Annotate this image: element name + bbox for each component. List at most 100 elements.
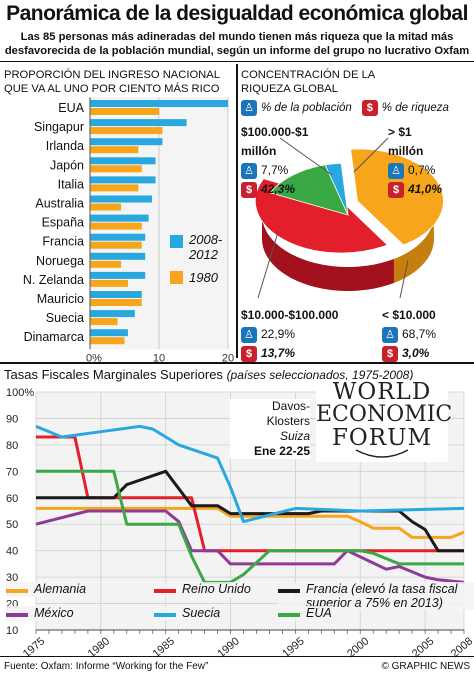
event-country: Suiza [279, 429, 310, 443]
wef-logo: WORLD ECONOMIC FORUM [316, 380, 453, 462]
line-legend-swatch [6, 613, 28, 617]
bar-1980 [90, 146, 139, 154]
pie-leader-line [257, 231, 279, 299]
bar-category-label: EUA [58, 101, 84, 115]
bar-1980 [90, 260, 122, 268]
line-legend-item: EUA [278, 606, 332, 621]
bar-2008-2012 [90, 119, 187, 127]
pie-group-population: 68,7% [402, 327, 437, 341]
pie-chart-heading: CONCENTRACIÓN DE LA RIQUEZA GLOBAL [241, 68, 471, 96]
bar-1980 [90, 222, 142, 230]
line-y-tick-label: 100% [6, 387, 34, 399]
line-chart-heading: Tasas Fiscales Marginales Superiores (pa… [4, 367, 413, 382]
pie-heading-line-2: RIQUEZA GLOBAL [241, 83, 338, 95]
line-legend-label: México [34, 606, 74, 620]
line-legend-item: Alemania [6, 582, 87, 597]
bar-chart: EUA Singapur Irlanda Japón Italia Australia Es… [23, 97, 234, 364]
person-icon: ♙ [388, 162, 404, 179]
bar-category-label: N. Zelanda [23, 273, 84, 287]
bar-category-label: España [42, 216, 84, 230]
bar-2008-2012 [90, 195, 153, 203]
bar-1980 [90, 127, 163, 135]
bar-2008-2012 [90, 310, 135, 318]
bar-2008-2012 [90, 176, 156, 184]
dollar-icon: $ [382, 345, 398, 362]
pie-slice [324, 162, 349, 216]
line-y-tick-label: 70 [6, 466, 18, 478]
dollar-icon: $ [388, 181, 404, 198]
bar-category-label: Australia [35, 197, 84, 211]
line-legend-swatch [154, 613, 176, 617]
footer-divider [0, 656, 474, 657]
line-legend-item: Reino Unido [154, 582, 251, 597]
pie-group-population: 7,7% [261, 163, 289, 177]
line-legend-item: México [6, 606, 74, 621]
bar-2008-2012 [90, 100, 228, 107]
bar-category-label: Noruega [36, 254, 84, 268]
line-legend-label: EUA [306, 606, 332, 620]
wef-logo-arc [355, 449, 409, 458]
bar-category-label: Singapur [34, 120, 84, 134]
line-legend-swatch [154, 589, 176, 593]
legend-swatch-1980 [170, 271, 183, 284]
line-series-suecia [35, 424, 465, 524]
person-icon: ♙ [241, 162, 257, 179]
person-icon: ♙ [241, 100, 257, 116]
event-info: Davos-Klosters Suiza Ene 22-25 [230, 399, 310, 459]
bar-legend: 2008-2012 1980 [170, 232, 227, 285]
bar-category-label: Dinamarca [24, 330, 84, 344]
line-y-tick-label: 50 [6, 519, 18, 531]
subtitle-line-2: desfavorecida de la población mundial, s… [4, 45, 470, 57]
pie-group-wealth: 41,0% [408, 182, 443, 196]
pie-group-wealth: 3,0% [402, 346, 430, 360]
bar-category-label: Italia [58, 177, 84, 191]
line-legend-label: Alemania [34, 582, 87, 596]
bar-tick-label: 0% [86, 352, 102, 364]
section-divider [236, 64, 238, 358]
wef-logo-line-3: FORUM [331, 425, 433, 451]
pie-heading-line-1: CONCENTRACIÓN DE LA [241, 69, 376, 81]
bar-category-label: Japón [50, 158, 84, 172]
pie-slice-side [393, 216, 434, 283]
line-legend-swatch [278, 613, 300, 617]
pie-group-label: > $1 millón ♙ 0,7% $41,0% [388, 123, 442, 199]
pie-group-name: > $1 millón [388, 125, 424, 158]
legend-wealth-label: % de riqueza [381, 102, 449, 114]
page-title: Panorámica de la desigualdad económica g… [6, 2, 468, 25]
line-heading-note: (países seleccionados, 1975-2008) [226, 368, 414, 382]
legend-label-2008: 2008-2012 [189, 232, 223, 262]
line-legend-item: Francia (elevó la tasa fiscal superior a… [278, 582, 474, 610]
bar-category-label: Mauricio [37, 292, 84, 306]
line-y-tick-label: 90 [6, 413, 18, 425]
line-y-tick-label: 10 [6, 625, 18, 637]
legend-population-label: % de la población [261, 102, 352, 114]
event-dates: Ene 22-25 [253, 444, 310, 458]
line-y-tick-label: 30 [6, 572, 18, 584]
line-section-divider [0, 362, 474, 364]
dollar-icon: $ [241, 345, 257, 362]
bar-tick-label: 10 [153, 352, 165, 364]
title-divider [0, 61, 474, 62]
bar-category-label: Suecia [46, 311, 84, 325]
line-legend-label: Reino Unido [182, 582, 251, 596]
page-subtitle: Las 85 personas más adineradas del mundo… [0, 30, 474, 58]
bar-1980 [90, 279, 128, 287]
pie-group-wealth: 42,3% [261, 182, 296, 196]
bar-2008-2012 [90, 138, 163, 146]
bar-category-label: Irlanda [46, 139, 84, 153]
bar-1980 [90, 318, 118, 326]
pie-group-population: 22,9% [261, 327, 296, 341]
pie-group-name: $100.000-$1 millón [241, 125, 309, 158]
bar-1980 [90, 241, 142, 249]
line-legend-label: Francia (elevó la tasa fiscal superior a… [306, 582, 458, 610]
bar-2008-2012 [90, 291, 142, 298]
line-legend-swatch [6, 589, 28, 593]
pie-slice [269, 164, 349, 216]
bar-1980 [90, 337, 125, 345]
bar-1980 [90, 165, 142, 173]
dollar-icon: $ [361, 100, 378, 116]
bar-2008-2012 [90, 157, 156, 165]
wef-logo-line-2: ECONOMIC [316, 402, 453, 427]
bar-1980 [90, 184, 139, 192]
person-icon: ♙ [382, 326, 398, 343]
